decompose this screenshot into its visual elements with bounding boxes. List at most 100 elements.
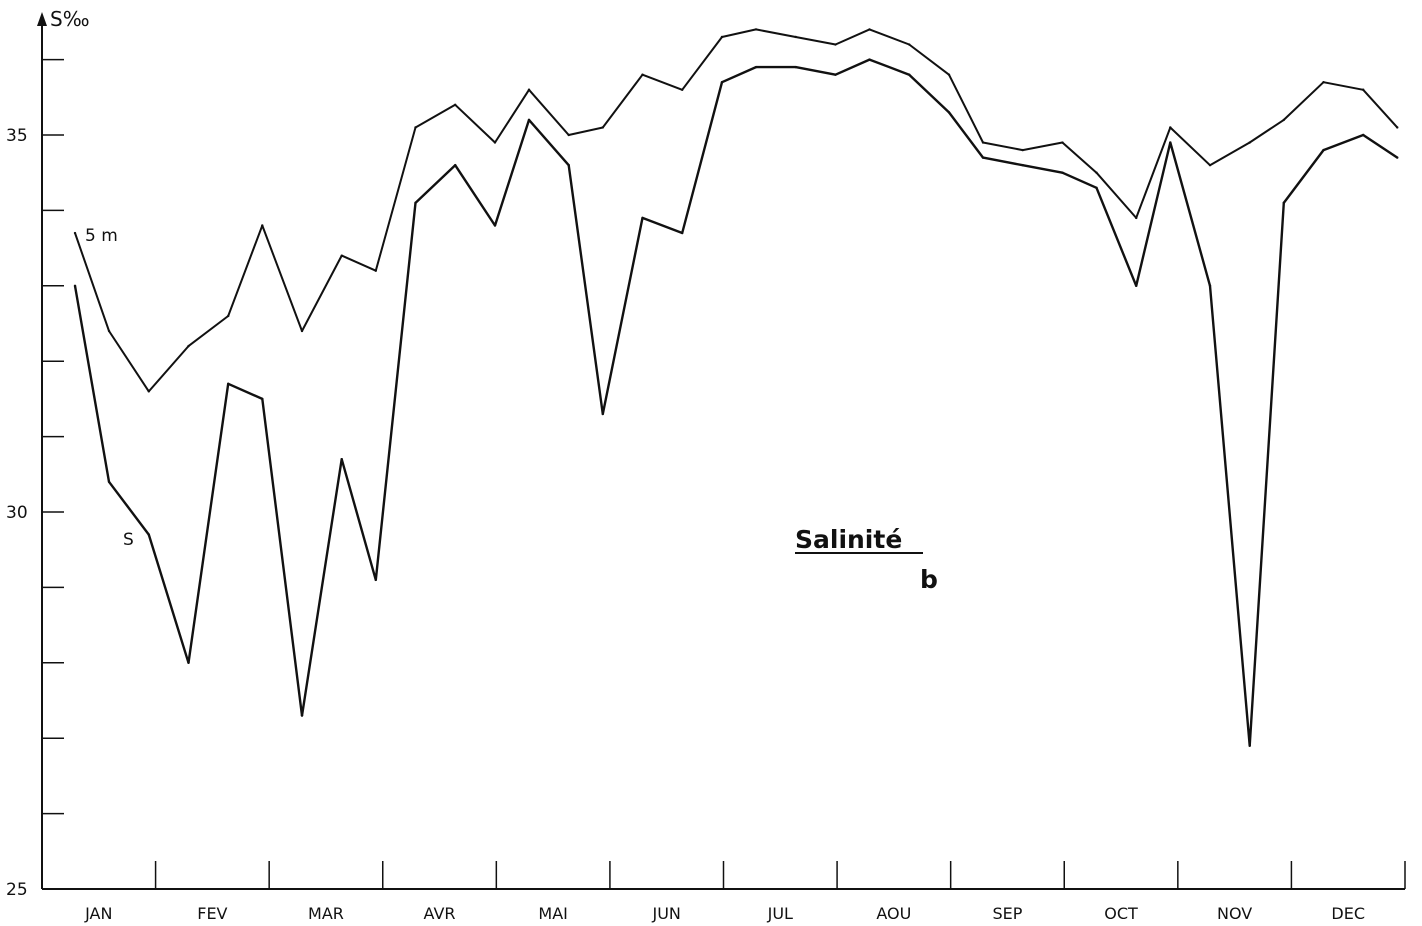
x-tick-label: JUN <box>652 904 681 923</box>
data-point <box>1208 284 1212 287</box>
data-point <box>414 126 417 129</box>
x-tick-label: OCT <box>1104 904 1138 923</box>
data-point <box>147 390 150 393</box>
series-lines <box>73 28 1399 747</box>
data-point <box>493 141 497 144</box>
data-point <box>834 43 837 46</box>
y-tick-label: 35 <box>6 126 28 146</box>
data-point <box>947 73 951 76</box>
y-tick-label: 25 <box>6 880 28 900</box>
data-point <box>681 231 684 235</box>
x-tick-label: FEV <box>197 904 227 923</box>
data-point <box>981 156 985 159</box>
data-point <box>527 118 531 122</box>
data-point <box>794 35 797 39</box>
data-point <box>720 35 724 39</box>
data-point <box>187 661 190 664</box>
data-point <box>1396 126 1399 129</box>
data-point <box>567 163 570 167</box>
data-point <box>107 329 111 333</box>
data-point <box>681 88 684 91</box>
data-point <box>1169 126 1172 129</box>
data-point <box>1396 156 1399 159</box>
x-ticks: JAN FEV MAR AVR MAI JUN JUL AOU SEP OCT NOV DEC <box>84 861 1406 923</box>
data-point <box>374 269 377 272</box>
data-point <box>493 224 497 227</box>
data-point <box>261 397 264 401</box>
data-point <box>1169 141 1172 144</box>
data-point <box>1322 81 1325 84</box>
data-point <box>1021 163 1024 167</box>
x-tick-label: NOV <box>1217 904 1252 923</box>
data-point <box>908 73 911 76</box>
x-tick-label: AOU <box>876 904 911 923</box>
data-point <box>1282 201 1285 205</box>
data-point <box>720 81 724 84</box>
data-point <box>641 216 644 220</box>
data-point <box>1248 744 1251 747</box>
data-point <box>73 231 77 235</box>
data-point <box>527 88 531 91</box>
data-point <box>601 126 604 129</box>
data-point <box>981 141 985 144</box>
data-point <box>641 73 644 76</box>
data-point <box>868 28 871 31</box>
y-axis-label: S‰ <box>50 7 90 31</box>
data-point <box>947 111 951 114</box>
data-point <box>868 58 871 61</box>
data-point <box>1061 171 1064 174</box>
x-tick-label: AVR <box>424 904 456 923</box>
data-point <box>300 329 304 333</box>
data-point <box>340 458 343 461</box>
data-point <box>454 163 457 167</box>
data-point <box>908 43 911 46</box>
data-point <box>1061 141 1064 144</box>
series-label-s: S <box>123 530 134 550</box>
data-point <box>73 284 77 287</box>
data-point <box>454 103 457 107</box>
data-point <box>261 224 264 227</box>
x-tick-label: MAI <box>538 904 567 923</box>
series-line-5m <box>74 28 1399 393</box>
data-point <box>414 201 417 205</box>
x-tick-label: JAN <box>84 904 112 923</box>
data-point <box>1135 284 1138 287</box>
series-line-s <box>73 58 1398 747</box>
data-point <box>1362 133 1365 137</box>
data-point <box>1362 88 1365 91</box>
axes <box>37 12 1405 890</box>
panel-label: b <box>920 565 938 594</box>
data-point <box>187 344 190 348</box>
chart-annotation: Salinité <box>795 525 902 554</box>
data-point <box>107 480 111 484</box>
data-point <box>374 578 377 582</box>
x-tick-label: JUL <box>767 904 793 923</box>
y-tick-label: 30 <box>6 503 28 523</box>
data-point <box>1248 141 1251 144</box>
data-point <box>300 714 304 717</box>
data-point <box>1135 216 1138 220</box>
data-point <box>794 65 797 69</box>
data-point <box>1095 171 1098 174</box>
data-point <box>227 314 230 318</box>
data-point <box>1322 148 1325 152</box>
series-label-5m: 5 m <box>85 226 118 246</box>
data-point <box>227 382 230 386</box>
data-point <box>340 254 343 257</box>
data-point <box>601 412 604 416</box>
data-point <box>1095 186 1098 189</box>
data-point <box>1208 163 1212 167</box>
y-ticks: 25 30 35 <box>6 58 64 900</box>
data-point <box>754 28 758 31</box>
x-tick-label: MAR <box>308 904 344 923</box>
data-point <box>754 65 758 69</box>
y-axis-arrow <box>37 12 47 26</box>
data-point <box>1282 118 1285 122</box>
data-point <box>1021 148 1024 152</box>
data-point <box>147 533 150 536</box>
x-tick-label: DEC <box>1331 904 1365 923</box>
data-point <box>567 133 570 137</box>
data-point <box>834 73 837 76</box>
x-tick-label: SEP <box>992 904 1022 923</box>
